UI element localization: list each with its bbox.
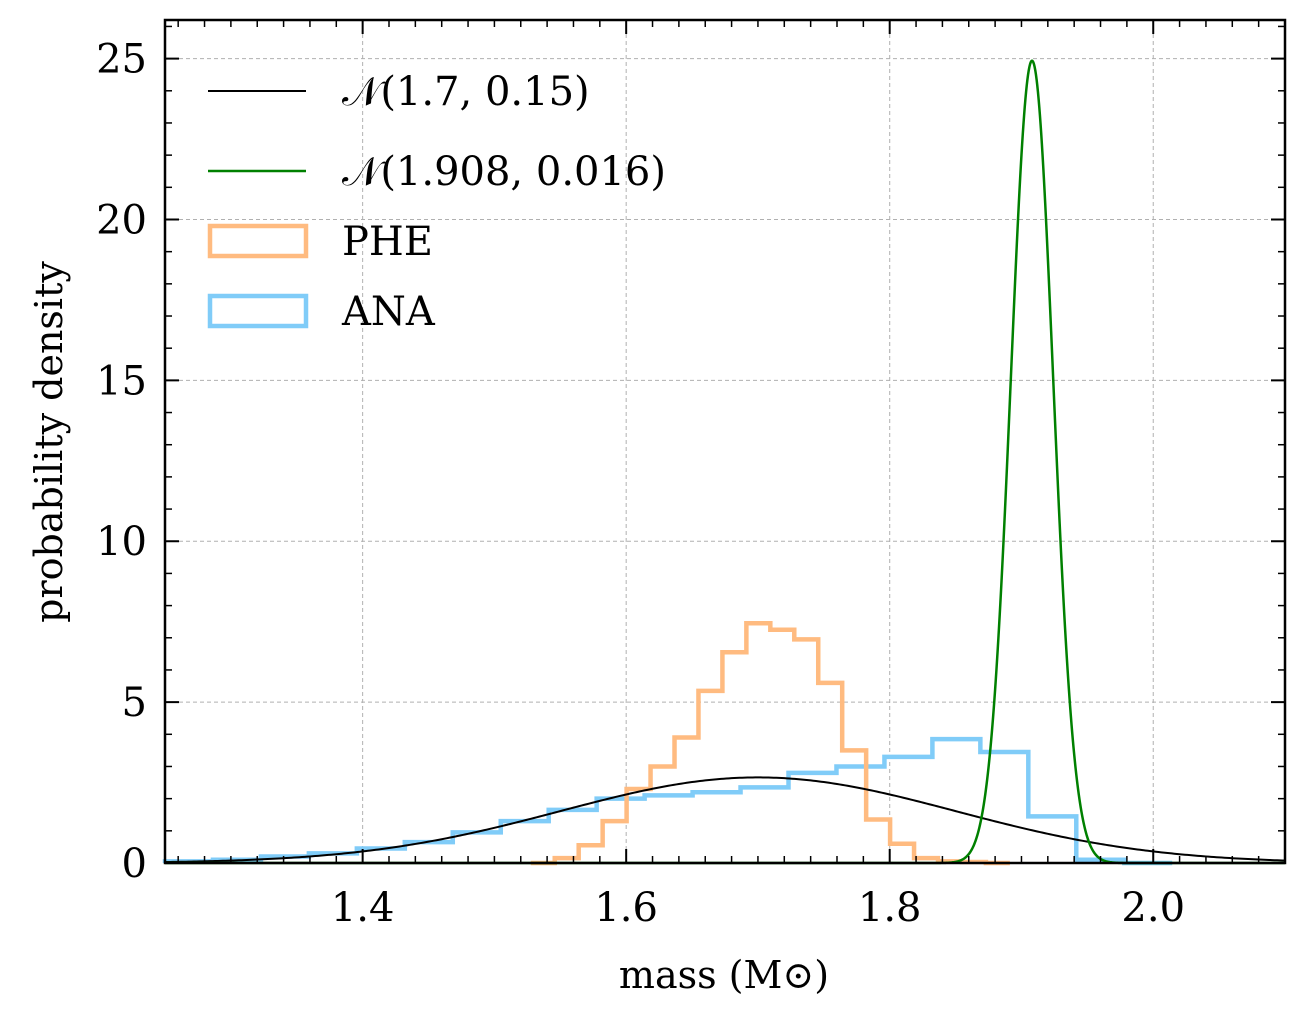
axis-ticks bbox=[165, 20, 1285, 864]
y-tick-label: 0 bbox=[122, 841, 147, 887]
tick-labels: 1.4 1.6 1.8 2.0 0 5 10 15 20 25 bbox=[96, 37, 1185, 931]
gridlines bbox=[165, 20, 1285, 863]
plot-area bbox=[162, 59, 1286, 866]
x-tick-label: 1.4 bbox=[331, 885, 395, 931]
y-tick-label: 15 bbox=[96, 358, 147, 404]
phe-histogram bbox=[530, 621, 1010, 866]
legend-label-normal-broad: 𝒩(1.7, 0.15) bbox=[342, 69, 590, 115]
normal-curve-broad bbox=[164, 776, 1286, 864]
legend: 𝒩(1.7, 0.15) 𝒩(1.908, 0.016) PHE ANA bbox=[207, 69, 666, 335]
legend-label-ana: ANA bbox=[341, 289, 436, 335]
normal-curve-narrow bbox=[165, 59, 1285, 865]
legend-label-normal-narrow: 𝒩(1.908, 0.016) bbox=[342, 149, 666, 195]
y-tick-label: 10 bbox=[96, 519, 147, 565]
legend-swatch-ana bbox=[207, 293, 309, 329]
ana-histogram bbox=[162, 736, 1173, 866]
x-tick-label: 2.0 bbox=[1121, 885, 1185, 931]
x-axis-label: mass (M⊙) bbox=[619, 953, 829, 997]
x-tick-label: 1.6 bbox=[594, 885, 658, 931]
legend-label-phe: PHE bbox=[342, 219, 433, 265]
legend-swatch-phe bbox=[207, 223, 309, 259]
y-tick-label: 20 bbox=[96, 197, 147, 243]
y-tick-label: 25 bbox=[96, 37, 147, 83]
y-tick-label: 5 bbox=[122, 680, 147, 726]
y-axis-label: probability density bbox=[27, 261, 71, 623]
x-tick-label: 1.8 bbox=[858, 885, 922, 931]
axes-frame bbox=[163, 18, 1287, 865]
